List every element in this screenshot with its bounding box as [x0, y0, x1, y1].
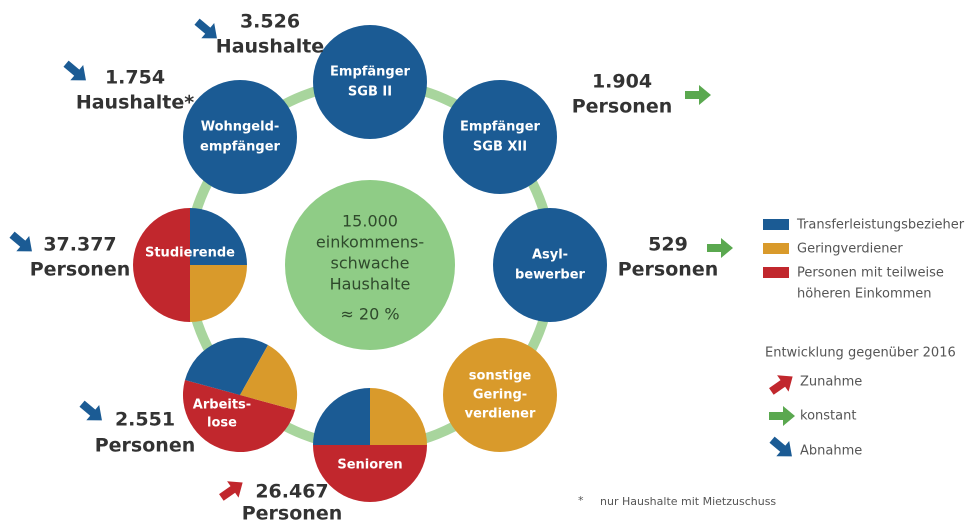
pie — [313, 388, 427, 502]
count: 2.551 — [115, 409, 175, 431]
count-unit: Personen — [30, 259, 130, 281]
legend-text: Transferleistungsbezieher — [796, 218, 965, 233]
pie — [182, 337, 298, 453]
node — [183, 80, 297, 194]
arrow-right — [707, 238, 733, 258]
node-label: Studierende — [145, 246, 235, 261]
legend-text: höheren Einkommen — [797, 287, 932, 302]
pie — [133, 208, 247, 322]
legend-swatch — [763, 267, 789, 278]
node — [313, 25, 427, 139]
arrow-up — [215, 474, 249, 506]
count: 1.904 — [592, 71, 652, 93]
node-label: verdiener — [465, 407, 536, 422]
node-label: SGB XII — [473, 140, 527, 155]
legend-text: Personen mit teilweise — [797, 266, 944, 281]
node-label: lose — [207, 416, 237, 431]
node-label: Empfänger — [330, 65, 411, 80]
node — [493, 208, 607, 322]
node-label: Senioren — [337, 458, 402, 473]
center-text: 15.000 — [342, 212, 398, 231]
node-label: bewerber — [515, 268, 585, 283]
arrow-up — [765, 368, 799, 400]
count: 3.526 — [240, 11, 300, 33]
arrow-right — [769, 406, 795, 426]
center-text: einkommens- — [316, 233, 424, 252]
node-label: Wohngeld- — [201, 120, 280, 135]
node-label: empfänger — [200, 140, 280, 155]
legend-swatch — [763, 219, 789, 230]
node — [443, 338, 557, 452]
center-share: ≈ 20 % — [340, 305, 399, 324]
trend-title: Entwicklung gegenüber 2016 — [765, 346, 956, 361]
arrow-down — [765, 431, 799, 465]
trend-text: konstant — [800, 409, 856, 424]
count: 529 — [648, 234, 688, 256]
footnote: nur Haushalte mit Mietzuschuss — [600, 495, 776, 508]
node-label: Arbeits- — [193, 398, 251, 413]
count: 37.377 — [43, 234, 116, 256]
node-label: sonstige — [469, 369, 532, 384]
trend-text: Zunahme — [800, 375, 862, 390]
count-unit: Haushalte — [216, 36, 324, 58]
count-unit: Haushalte* — [76, 92, 194, 114]
center-text: schwache — [331, 254, 410, 273]
node — [443, 80, 557, 194]
count-unit: Personen — [242, 503, 342, 521]
node-label: SGB II — [348, 85, 392, 100]
arrow-down — [5, 226, 39, 260]
arrow-down — [59, 55, 93, 89]
node-label: Gering- — [473, 388, 527, 403]
center-circle — [285, 180, 455, 350]
center-text: Haushalte — [330, 275, 411, 294]
footnote-mark: * — [578, 494, 584, 507]
count: 26.467 — [255, 481, 328, 503]
count-unit: Personen — [572, 96, 672, 118]
legend-text: Geringverdiener — [797, 242, 903, 257]
trend-text: Abnahme — [800, 444, 862, 459]
arrow-down — [75, 395, 109, 429]
count: 1.754 — [105, 67, 165, 89]
node-label: Empfänger — [460, 120, 541, 135]
legend-swatch — [763, 243, 789, 254]
arrow-right — [685, 85, 711, 105]
count-unit: Personen — [95, 435, 195, 457]
node-label: Asyl- — [532, 248, 568, 263]
count-unit: Personen — [618, 259, 718, 281]
